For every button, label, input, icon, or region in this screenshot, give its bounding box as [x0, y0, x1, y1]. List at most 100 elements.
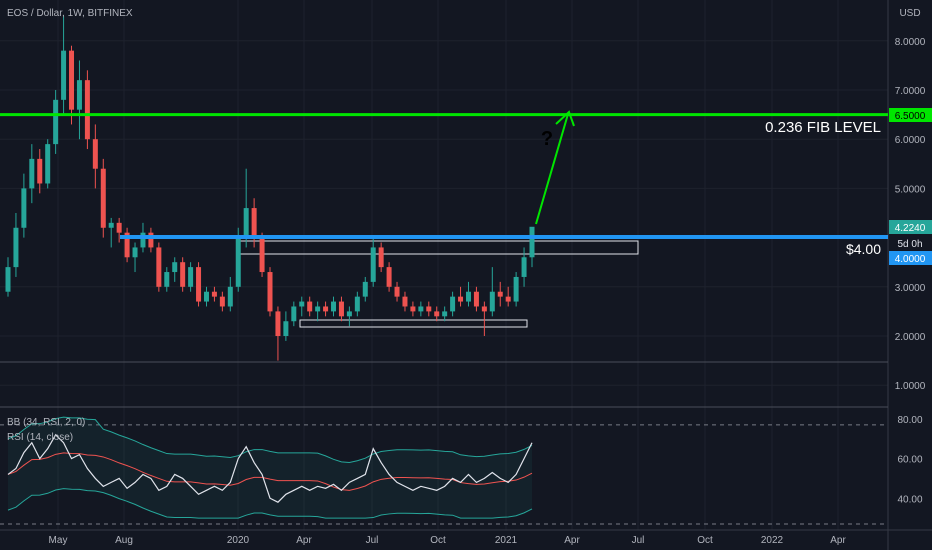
candle	[505, 286, 511, 307]
rsi-line	[7, 433, 533, 503]
candle	[251, 198, 257, 248]
countdown-tag-bg	[889, 236, 932, 250]
projection-arrow[interactable]	[535, 110, 575, 225]
candle	[164, 267, 170, 292]
candle	[513, 272, 519, 307]
rsi-tick-label: 60.00	[897, 455, 922, 466]
candle	[259, 232, 265, 277]
candle	[426, 301, 432, 317]
candle	[354, 291, 360, 317]
fib-price-tag-bg	[889, 108, 932, 122]
candle	[386, 262, 392, 292]
time-tick-label: May	[49, 535, 68, 546]
price-ticks: 8.0000 7.0000 6.0000 5.0000 3.0000 2.0000 1.00…	[895, 37, 926, 392]
candle	[172, 257, 178, 282]
time-tick-label: 2022	[761, 535, 784, 546]
price-tick-label: 6.0000	[895, 135, 926, 146]
candle	[37, 149, 43, 194]
candle	[473, 286, 479, 312]
time-tick-label: Jul	[366, 535, 379, 546]
candle	[156, 242, 162, 292]
question-annotation: ?	[541, 128, 553, 150]
candle	[346, 306, 352, 327]
time-tick-label: Oct	[430, 535, 446, 546]
bb-upper-line	[7, 416, 533, 464]
price-tick-label: 5.0000	[895, 184, 926, 195]
candle	[76, 60, 82, 140]
candle	[521, 247, 527, 287]
rsi-indicator-label[interactable]: RSI (14, close)	[7, 432, 73, 443]
candle	[84, 70, 90, 150]
candle	[108, 217, 114, 248]
candle	[100, 158, 106, 238]
bb-lower-line	[7, 488, 533, 519]
bb-indicator-label[interactable]: BB (34, RSI, 2, 0)	[7, 417, 85, 428]
last-price-tag: 4.2240	[895, 223, 926, 234]
candle	[418, 301, 424, 317]
candle	[378, 242, 384, 273]
candle	[21, 173, 27, 238]
time-tick-label: 2021	[495, 535, 518, 546]
price-tick-label: 7.0000	[895, 86, 926, 97]
candle	[13, 213, 19, 277]
candle	[529, 226, 535, 268]
time-tick-label: Jul	[632, 535, 645, 546]
countdown-tag: 5d 0h	[897, 239, 922, 250]
time-tick-label: 2020	[227, 535, 250, 546]
candle	[124, 227, 130, 263]
price-axis[interactable]	[888, 0, 932, 550]
time-tick-label: Apr	[564, 535, 580, 546]
candle	[299, 296, 305, 317]
candle	[148, 227, 154, 253]
candle	[132, 242, 138, 273]
candle	[5, 257, 11, 297]
candle	[116, 217, 122, 243]
candle	[465, 281, 471, 307]
candle	[481, 301, 487, 336]
candle	[53, 90, 59, 154]
candle	[315, 301, 321, 322]
candle	[267, 267, 273, 317]
candle	[450, 291, 456, 317]
candle	[331, 296, 337, 317]
candle	[338, 296, 344, 322]
candle	[489, 267, 495, 317]
candle	[497, 281, 503, 307]
time-tick-label: Aug	[115, 535, 133, 546]
candle	[394, 281, 400, 302]
candle	[275, 306, 281, 361]
support-level-label: $4.00	[846, 241, 881, 257]
candle	[410, 301, 416, 317]
candle	[92, 124, 98, 189]
fib-level-label: 0.236 FIB LEVEL	[765, 119, 881, 136]
support-price-tag: 4.0000	[895, 254, 926, 265]
candle	[458, 286, 464, 307]
candle	[307, 296, 313, 317]
candle	[196, 262, 202, 307]
candle	[61, 16, 67, 115]
candle	[188, 262, 194, 292]
chart-title: EOS / Dollar, 1W, BITFINEX	[7, 8, 133, 19]
rsi-pane[interactable]: 80.00 60.00 40.00	[0, 415, 923, 525]
price-tick-label: 2.0000	[895, 332, 926, 343]
candle	[362, 276, 368, 302]
last-price-tag-bg	[889, 220, 932, 234]
candle	[45, 139, 51, 189]
candle	[180, 257, 186, 292]
fib-price-tag: 6.5000	[895, 111, 926, 122]
time-tick-label: Oct	[697, 535, 713, 546]
time-tick-label: Apr	[296, 535, 312, 546]
price-tick-label: 1.0000	[895, 381, 926, 392]
candle	[203, 286, 209, 307]
candle	[434, 306, 440, 322]
time-tick-label: Apr	[830, 535, 846, 546]
candle	[283, 311, 289, 341]
axis-currency: USD	[899, 8, 920, 19]
rsi-tick-label: 80.00	[897, 415, 922, 426]
candle	[442, 306, 448, 322]
candle	[219, 291, 225, 312]
candle	[243, 168, 249, 248]
candle	[211, 286, 217, 302]
support-box[interactable]	[299, 319, 528, 328]
